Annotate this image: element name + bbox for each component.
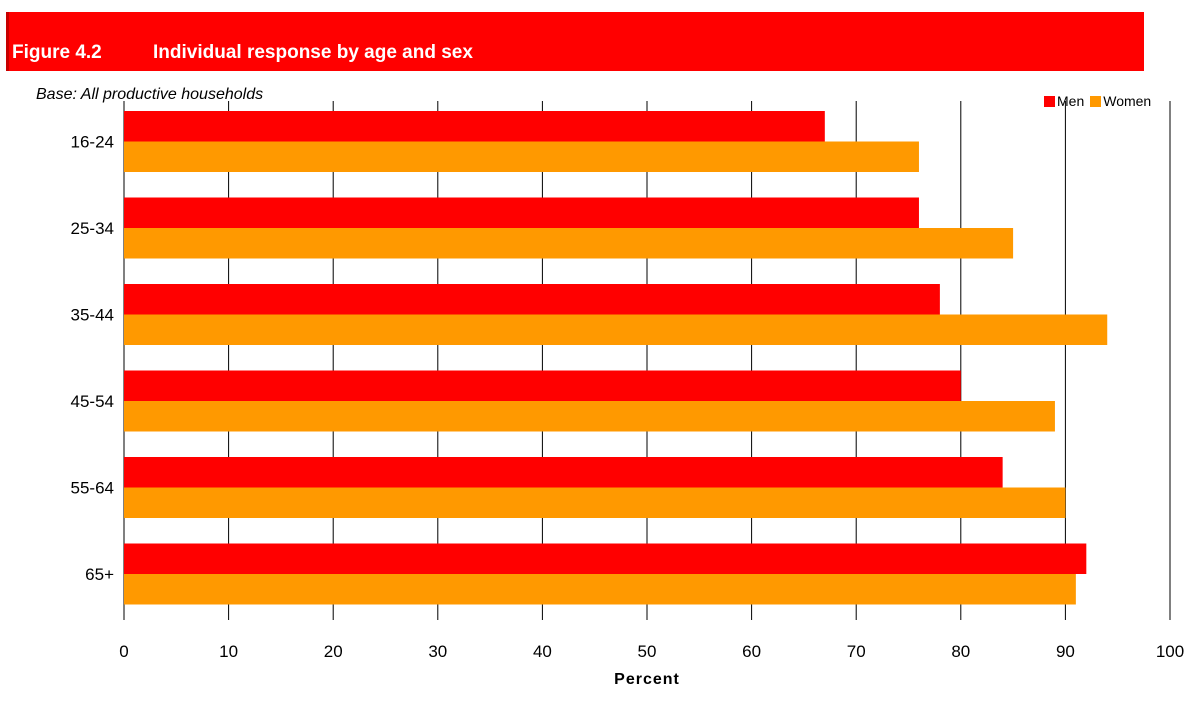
bar-men-55-64	[124, 457, 1003, 488]
category-label-35-44: 35-44	[71, 306, 114, 325]
bar-women-25-34	[124, 228, 1014, 259]
category-label-16-24: 16-24	[71, 133, 114, 152]
bar-women-55-64	[124, 487, 1066, 518]
legend-swatch-men	[1044, 95, 1055, 107]
x-tick-label-50: 50	[638, 642, 657, 661]
bar-men-35-44	[124, 284, 940, 315]
legend-item-men: Men	[1044, 93, 1084, 109]
legend-swatch-women	[1090, 95, 1102, 107]
figure-title: Individual response by age and sex	[153, 42, 473, 63]
x-axis-title: Percent	[614, 671, 680, 688]
category-labels: 16-24 25-34 35-44 45-54 55-64 65+	[71, 133, 115, 585]
banner-edge	[6, 12, 9, 71]
bar-men-16-24	[124, 111, 825, 142]
bar-women-35-44	[124, 314, 1108, 345]
category-label-65+: 65+	[85, 565, 114, 584]
legend-label-men: Men	[1057, 93, 1085, 109]
figure-number: Figure 4.2	[12, 42, 102, 63]
x-tick-label-70: 70	[847, 642, 866, 661]
x-tick-label-30: 30	[428, 642, 447, 661]
x-tick-label-60: 60	[742, 642, 761, 661]
x-tick-label-80: 80	[951, 642, 970, 661]
x-tick-label-40: 40	[533, 642, 552, 661]
bar-women-16-24	[124, 141, 919, 172]
category-label-25-34: 25-34	[71, 219, 114, 238]
category-label-55-64: 55-64	[71, 479, 114, 498]
figure-banner: Figure 4.2 Individual response by age an…	[6, 12, 1144, 71]
bars	[124, 111, 1108, 605]
x-tick-label-20: 20	[324, 642, 343, 661]
bar-women-45-54	[124, 401, 1055, 432]
x-tick-labels: 0 10 20 30 40 50 60 70 80 90 100	[119, 642, 1184, 661]
bar-men-25-34	[124, 197, 919, 228]
legend-item-women: Women	[1090, 93, 1151, 109]
chart-legend: Men Women	[1044, 93, 1157, 109]
legend-label-women: Women	[1103, 93, 1152, 109]
bar-men-45-54	[124, 370, 961, 401]
x-tick-label-90: 90	[1056, 642, 1075, 661]
gridlines	[123, 101, 1171, 620]
bar-women-65+	[124, 574, 1076, 605]
bar-men-65+	[124, 543, 1087, 574]
x-tick-label-10: 10	[219, 642, 238, 661]
category-label-45-54: 45-54	[71, 392, 114, 411]
x-tick-label-100: 100	[1156, 642, 1184, 661]
x-tick-label-0: 0	[119, 642, 128, 661]
base-note: Base: All productive households	[36, 86, 264, 103]
